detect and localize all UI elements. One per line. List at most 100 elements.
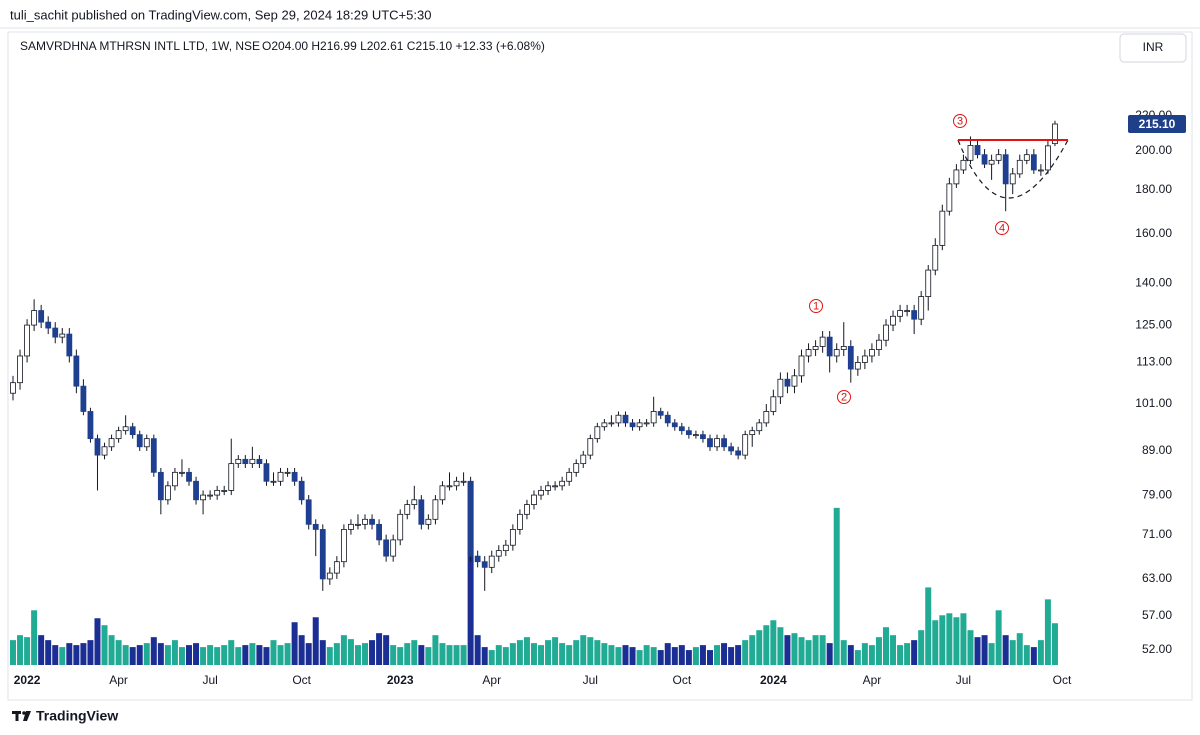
candle-body (1052, 123, 1058, 145)
volume-bar (1037, 640, 1044, 665)
candle-body (418, 499, 425, 525)
candle-body (735, 450, 742, 456)
candle-body (700, 434, 706, 440)
volume-bar (671, 647, 678, 665)
candle-body (52, 327, 59, 338)
y-tick-label: 63.00 (1142, 571, 1172, 585)
volume-bar (897, 645, 904, 665)
candle-body (157, 471, 164, 501)
candle-body (45, 321, 52, 329)
candle-body (812, 346, 819, 350)
candle-body (397, 513, 404, 541)
volume-bar (742, 640, 749, 665)
candle-body (481, 561, 488, 568)
volume-bar (73, 645, 80, 665)
volume-bar (340, 635, 347, 665)
volume-bar (763, 625, 770, 665)
volume-bar (150, 637, 157, 665)
volume-bar (164, 645, 171, 665)
volume-bar (728, 647, 735, 665)
candle-body (228, 463, 235, 491)
candle-body (545, 485, 551, 491)
y-tick-label: 79.00 (1142, 487, 1172, 501)
currency-button[interactable] (1119, 33, 1187, 63)
y-tick-label: 52.00 (1142, 642, 1172, 656)
candle-body (80, 385, 87, 412)
last-price-box (1128, 114, 1186, 133)
candle-body (460, 480, 467, 483)
symbol-title: SAMVRDHNA MTHRSN INTL LTD, 1W, NSE (20, 39, 260, 53)
candle-body (263, 463, 270, 482)
candle-body (502, 544, 509, 552)
candle-body (594, 426, 601, 440)
volume-bar (453, 645, 460, 665)
volume-bar (960, 613, 967, 665)
volume-bar (918, 630, 925, 665)
candle-body (552, 485, 559, 488)
annotation-circle (953, 114, 967, 128)
x-tick-label: Jul (202, 673, 217, 687)
volume-bar (467, 481, 474, 665)
volume-bar (911, 640, 918, 665)
candle-body (108, 438, 115, 448)
volume-bar (411, 640, 418, 665)
volume-bar (94, 618, 101, 665)
y-tick-label: 57.00 (1142, 608, 1172, 622)
volume-bar (601, 643, 608, 665)
volume-bar (756, 630, 763, 665)
candle-body (143, 438, 150, 448)
volume-bar (242, 645, 249, 665)
candle-body (932, 244, 939, 271)
logo-stem (15, 711, 19, 721)
candle-body (854, 362, 861, 370)
annotation-label: 2 (841, 391, 847, 403)
candle-body (925, 269, 932, 297)
candle-body (179, 471, 185, 474)
volume-bar (397, 647, 404, 665)
x-tick-label: Oct (672, 673, 691, 687)
volume-bar (1023, 645, 1030, 665)
volume-bar (875, 637, 882, 665)
candle-body (87, 411, 94, 440)
candle-body (988, 159, 995, 165)
candle-body (707, 438, 713, 448)
candle-body (608, 422, 615, 425)
candle-body (622, 414, 629, 424)
volume-bar (235, 647, 242, 665)
volume-bar (319, 640, 326, 665)
volume-bar (376, 633, 383, 665)
volume-bar (805, 640, 812, 665)
volume-bar (925, 587, 932, 665)
volume-bar (460, 645, 467, 665)
candle-body (833, 349, 840, 357)
candle-body (671, 422, 678, 428)
annotation-label: 1 (813, 300, 819, 312)
candle-body (298, 480, 305, 501)
volume-bar (784, 635, 791, 665)
volume-bar (1051, 623, 1058, 665)
candle-body (861, 355, 868, 363)
volume-bar (559, 643, 566, 665)
volume-bar (904, 643, 911, 665)
candle-body (826, 336, 833, 357)
currency-label[interactable]: INR (1143, 40, 1164, 54)
candle-body (333, 561, 340, 574)
candle-body (869, 349, 875, 357)
volume-bar (608, 645, 615, 665)
candle-body (538, 490, 544, 496)
candle-body (129, 426, 136, 436)
volume-bar (52, 645, 59, 665)
volume-bar (650, 647, 657, 665)
candle-body (770, 396, 777, 412)
volume-bar (749, 635, 756, 665)
candle-body (59, 333, 66, 338)
annotation-label: 3 (957, 115, 963, 127)
volume-bar (425, 647, 432, 665)
last-price-label: 215.10 (1139, 117, 1176, 131)
candle-body (995, 154, 1002, 161)
x-tick-label: 2022 (14, 673, 41, 687)
volume-bar (404, 643, 411, 665)
candle-body (270, 480, 277, 483)
volume-bar (932, 620, 939, 665)
